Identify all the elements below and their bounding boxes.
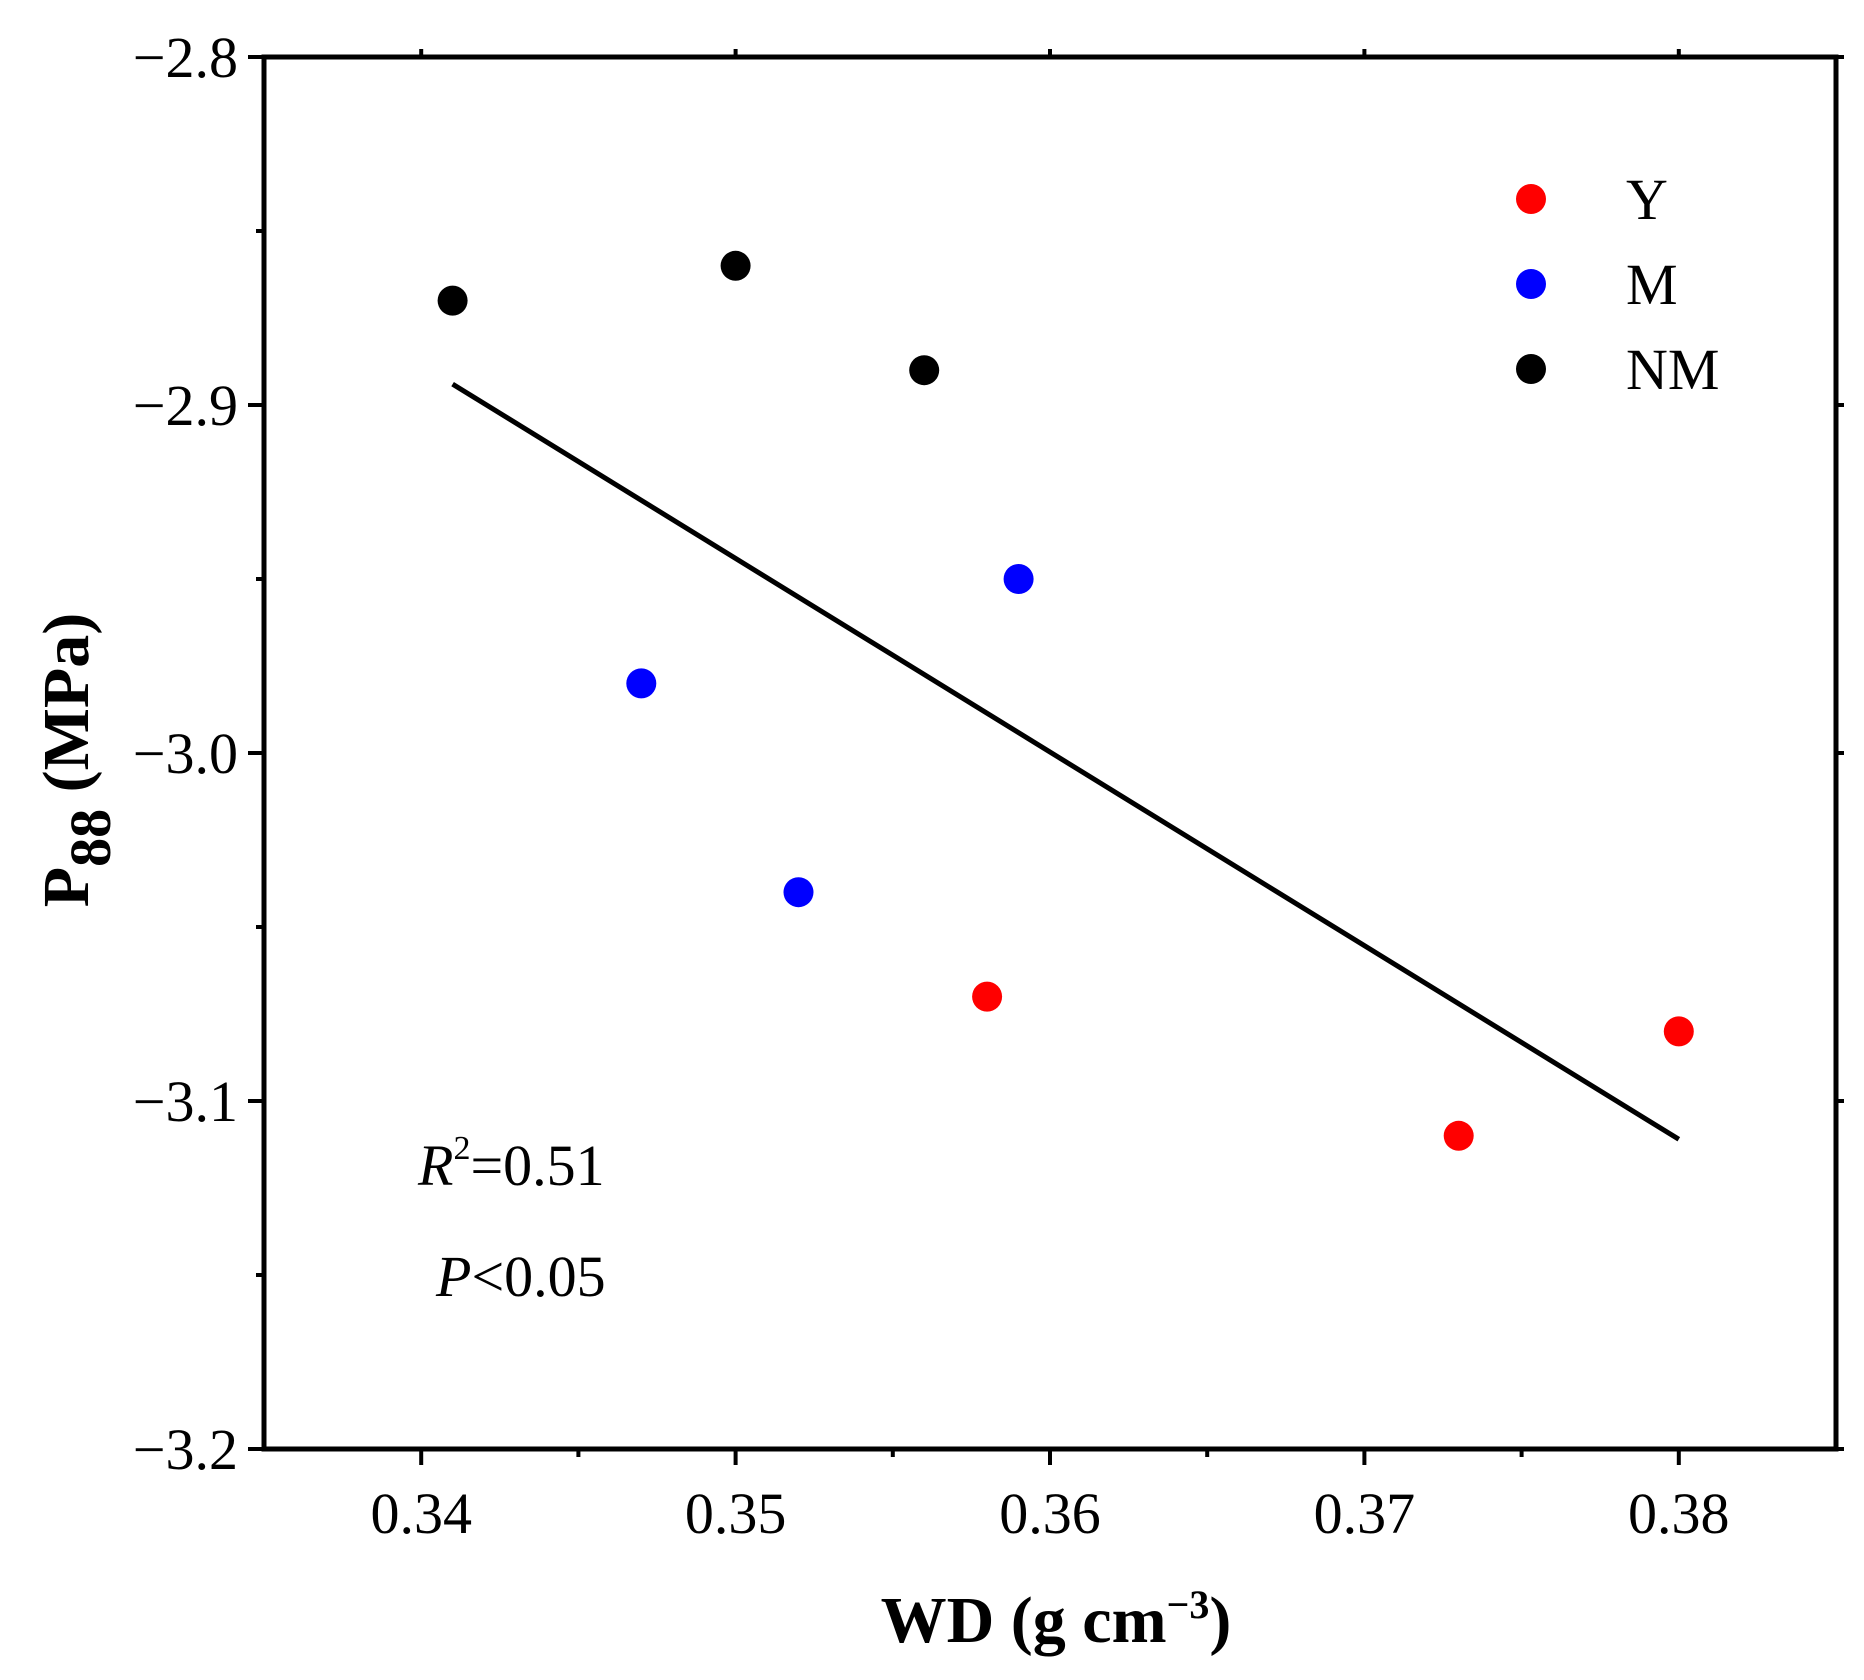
statistics-annotation: R2=0.51 P<0.05 xyxy=(417,1130,606,1309)
legend-label-m: M xyxy=(1626,252,1678,317)
r-squared-value: =0.51 xyxy=(470,1133,604,1198)
x-tick-label-2: 0.35 xyxy=(685,1481,787,1546)
data-point-m-3 xyxy=(1003,564,1034,594)
y-tick-label-2: −2.9 xyxy=(133,373,238,438)
data-point-m-1 xyxy=(626,668,657,699)
data-point-nm-1 xyxy=(437,285,468,316)
y-axis-title: P88 (MPa) xyxy=(30,613,123,907)
data-point-y-1 xyxy=(972,981,1003,1012)
legend-marker-y xyxy=(1516,184,1546,214)
p-value: <0.05 xyxy=(471,1244,605,1309)
x-tick-label-4: 0.37 xyxy=(1314,1481,1416,1546)
data-point-y-2 xyxy=(1443,1120,1474,1151)
y-tick-label-3: −3.0 xyxy=(133,721,238,786)
y-axis-title-subscript: 88 xyxy=(58,809,123,867)
r-exponent: 2 xyxy=(453,1130,470,1167)
fit-line-layer xyxy=(451,381,1681,1142)
data-points-layer xyxy=(437,250,1694,1151)
legend-marker-nm xyxy=(1516,354,1546,384)
x-tick-label-5: 0.38 xyxy=(1628,1481,1730,1546)
legend-label-nm: NM xyxy=(1626,337,1719,402)
x-axis-title: WD (g cm−3) xyxy=(881,1582,1232,1657)
p-value-annotation: P<0.05 xyxy=(435,1244,606,1309)
x-axis-title-superscript: −3 xyxy=(1167,1582,1210,1627)
legend-label-y: Y xyxy=(1626,167,1668,232)
r-squared-annotation: R2=0.51 xyxy=(417,1130,605,1198)
data-point-y-3 xyxy=(1663,1016,1694,1047)
y-tick-label-5: −3.2 xyxy=(133,1417,238,1482)
x-tick-label-1: 0.34 xyxy=(370,1481,472,1546)
data-point-nm-2 xyxy=(720,250,751,281)
r-symbol: R xyxy=(417,1133,453,1198)
x-axis-title-close: ) xyxy=(1209,1584,1231,1657)
data-point-m-2 xyxy=(783,877,814,908)
y-axis-title-main: P xyxy=(30,867,103,907)
y-tick-label-4: −3.1 xyxy=(133,1069,238,1134)
data-point-nm-3 xyxy=(909,355,940,386)
axes: 0.34 0.35 0.36 0.37 0.38 −2.8 −2.9 −3.0 −3.1 −3.2 xyxy=(133,25,1844,1546)
x-tick-label-3: 0.36 xyxy=(999,1481,1101,1546)
p-symbol: P xyxy=(435,1244,471,1309)
legend-marker-m xyxy=(1516,269,1546,299)
y-axis-title-unit: (MPa) xyxy=(30,613,103,809)
legend: YM NM xyxy=(1516,167,1719,402)
x-axis-title-main: WD (g cm xyxy=(881,1584,1167,1657)
y-tick-label-1: −2.8 xyxy=(133,25,238,90)
regression-line xyxy=(451,381,1681,1142)
